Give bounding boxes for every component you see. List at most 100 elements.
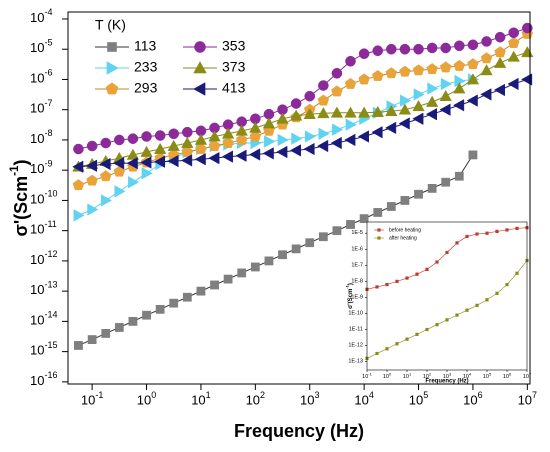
marker (400, 94, 412, 107)
marker (468, 150, 478, 160)
marker (400, 196, 410, 205)
legend-marker (105, 82, 119, 95)
marker (485, 231, 489, 235)
marker (346, 220, 355, 229)
marker (398, 103, 412, 115)
tick-base: 10 (30, 343, 44, 358)
marker (344, 77, 357, 89)
marker (453, 82, 466, 94)
marker (481, 36, 492, 47)
x-tick-label: 10-1 (81, 390, 103, 408)
marker (141, 167, 153, 180)
x-tick-label: 106 (463, 390, 482, 408)
marker (508, 27, 520, 39)
marker (153, 155, 166, 168)
marker (475, 232, 479, 236)
marker (113, 157, 125, 170)
marker (331, 67, 343, 79)
tick-base: 10 (523, 374, 529, 380)
tick-exponent: 5 (489, 372, 492, 377)
marker (344, 133, 356, 147)
y-tick-label: 10-6 (30, 68, 52, 86)
tick-base: 10 (362, 374, 368, 380)
marker (385, 347, 389, 351)
y-tick-label: 10-13 (30, 280, 57, 298)
tick-base: 1E-13 (348, 359, 363, 365)
y-tick-label: 10-9 (30, 159, 52, 177)
marker (359, 214, 369, 224)
marker (317, 107, 330, 119)
tick-base: 10 (30, 252, 44, 267)
marker (128, 316, 138, 326)
y-axis-label-end: ) (348, 283, 354, 285)
tick-exponent: 4 (369, 390, 374, 400)
y-axis-label: σ'(Scm-1) (8, 159, 31, 236)
marker (73, 209, 85, 222)
marker (521, 46, 534, 58)
marker (495, 291, 499, 295)
x-tick-label: 104 (463, 372, 472, 381)
marker (276, 112, 289, 124)
y-tick-label: 10-12 (30, 249, 57, 267)
marker (222, 136, 234, 148)
marker (427, 183, 437, 193)
legend-label: 233 (134, 59, 158, 75)
marker (475, 303, 479, 307)
legend-marker (377, 236, 381, 240)
marker (405, 276, 409, 280)
plot-frame (366, 221, 528, 371)
x-tick-label: 103 (443, 372, 452, 381)
tick-exponent: 2 (260, 390, 265, 400)
marker (72, 160, 84, 173)
x-tick-label: 102 (246, 390, 265, 408)
y-tick-label: 10-11 (30, 219, 57, 237)
tick-exponent: -14 (44, 310, 57, 320)
x-tick-label: 100 (383, 372, 392, 381)
marker (223, 274, 233, 284)
legend-label: after heating (389, 235, 417, 241)
tick-base: 10 (409, 393, 423, 408)
marker (168, 128, 180, 140)
tick-base: 10 (300, 393, 314, 408)
marker (304, 90, 316, 102)
marker (445, 250, 449, 255)
marker (210, 280, 219, 290)
tick-exponent: 1 (409, 372, 412, 377)
tick-base: 10 (503, 374, 509, 380)
marker (455, 241, 459, 245)
marker (86, 140, 98, 152)
tick-exponent: 5 (423, 390, 428, 400)
tick-exponent: -15 (44, 340, 57, 350)
tick-exponent: 7 (529, 372, 532, 377)
marker (291, 244, 301, 254)
marker (276, 145, 288, 159)
tick-base: 10 (443, 374, 449, 380)
marker (413, 88, 425, 101)
marker (250, 262, 260, 272)
marker (345, 118, 357, 131)
x-tick-label: 107 (518, 390, 537, 408)
marker (290, 98, 302, 109)
tick-base: 10 (403, 374, 409, 380)
marker (330, 106, 344, 118)
marker (493, 83, 505, 97)
tick-exponent: -1 (368, 372, 372, 377)
marker (425, 327, 429, 332)
marker (399, 65, 411, 77)
marker (372, 45, 384, 57)
marker (235, 124, 248, 136)
marker (515, 226, 519, 230)
marker (445, 318, 449, 322)
y-tick-label: 1E-9 (351, 295, 363, 301)
tick-base: 10 (30, 192, 44, 207)
plot-frame (67, 11, 531, 385)
marker (507, 36, 520, 48)
x-tick-label: 10-1 (362, 372, 372, 381)
tick-exponent: -6 (44, 68, 52, 78)
tick-base: 10 (30, 283, 44, 298)
legend-title: T (K) (95, 17, 126, 33)
tick-exponent: 4 (469, 372, 472, 377)
y-tick-label: 1E-12 (348, 343, 363, 349)
tick-base: 10 (30, 222, 44, 237)
y-tick-label: 10-10 (30, 189, 57, 207)
